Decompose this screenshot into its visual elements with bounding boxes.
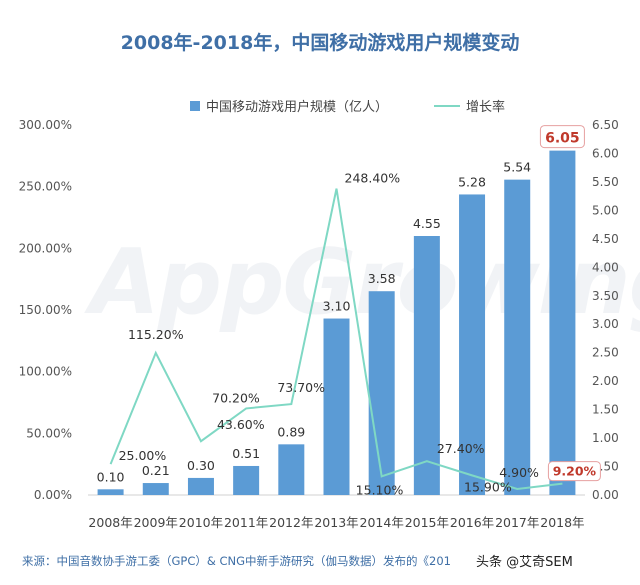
bar [233, 465, 260, 495]
bar-value-label: 3.10 [323, 299, 351, 314]
right-axis-tick: 2.50 [592, 346, 619, 360]
bar-label-highlight-box [539, 125, 585, 149]
source-note: 来源：中国音数协手游工委（GPC）& CNG中新手游研究（伽马数据）发布的《20… [22, 554, 451, 568]
bar-value-label: 6.05 [545, 131, 580, 147]
bar-value-label: 5.54 [503, 160, 531, 175]
rate-value-label: 248.40% [345, 171, 401, 186]
legend-line-label: 增长率 [466, 100, 506, 115]
x-axis-tick: 2018年 [540, 515, 584, 530]
x-axis-tick: 2015年 [405, 515, 449, 530]
bar [97, 489, 124, 495]
bar [187, 477, 214, 495]
rate-value-label: 70.20% [212, 390, 260, 405]
bar [368, 291, 395, 495]
left-axis-tick: 50.00% [26, 426, 72, 440]
right-axis-tick: 4.50 [592, 232, 619, 246]
right-axis-tick: 3.00 [592, 317, 619, 331]
right-axis-tick: 0.00 [592, 488, 619, 502]
left-axis-tick: 200.00% [19, 241, 72, 255]
bar [504, 179, 531, 495]
bar-value-label: 0.30 [187, 458, 215, 473]
legend-bar-label: 中国移动游戏用户规模（亿人） [206, 100, 389, 115]
right-axis-tick: 6.50 [592, 118, 619, 132]
bar-value-label: 0.21 [142, 463, 170, 478]
left-axis-tick: 150.00% [19, 303, 72, 317]
right-axis-tick: 3.50 [592, 289, 619, 303]
right-axis-tick: 4.00 [592, 260, 619, 274]
right-axis-tick: 5.50 [592, 175, 619, 189]
x-axis-tick: 2008年 [88, 515, 132, 530]
rate-value-label: 15.10% [356, 482, 404, 497]
right-axis-tick: 1.50 [592, 403, 619, 417]
chart-title: 2008年-2018年，中国移动游戏用户规模变动 [120, 32, 520, 54]
right-axis-tick: 2.00 [592, 374, 619, 388]
rate-label-highlight-box [547, 461, 601, 482]
x-axis-tick: 2011年 [224, 515, 268, 530]
x-axis-tick: 2010年 [179, 515, 223, 530]
x-axis-tick: 2009年 [134, 515, 178, 530]
right-axis-tick: 5.00 [592, 203, 619, 217]
rate-value-label: 25.00% [119, 448, 167, 463]
rate-value-label: 9.20% [553, 464, 597, 479]
bar [278, 444, 305, 495]
bar-value-label: 4.55 [413, 216, 441, 231]
logo-watermark: AppGrowing [90, 230, 640, 335]
bar [142, 483, 169, 495]
bar-value-label: 0.51 [232, 446, 260, 461]
left-axis-tick: 250.00% [19, 180, 72, 194]
left-axis-tick: 100.00% [19, 365, 72, 379]
left-axis-tick: 300.00% [19, 118, 72, 132]
rate-value-label: 15.90% [464, 479, 512, 494]
toutiao-watermark: 头条 @艾奇SEM [472, 550, 577, 571]
rate-value-label: 43.60% [217, 417, 265, 432]
right-axis-tick: 1.00 [592, 431, 619, 445]
left-axis-tick: 0.00% [34, 488, 72, 502]
rate-value-label: 115.20% [128, 327, 184, 342]
growth-rate-line [109, 188, 563, 490]
rate-value-label: 73.70% [277, 380, 325, 395]
bar-value-label: 5.28 [458, 174, 486, 189]
x-axis-tick: 2013年 [314, 515, 358, 530]
rate-value-label: 27.40% [437, 441, 485, 456]
x-axis-tick: 2012年 [269, 515, 313, 530]
legend-bar-swatch [190, 100, 200, 111]
x-axis-tick: 2017年 [495, 515, 539, 530]
bar-value-label: 0.10 [97, 469, 125, 484]
bar [413, 236, 440, 495]
bar-value-label: 0.89 [277, 424, 305, 439]
x-axis-tick: 2016年 [450, 515, 494, 530]
legend: 中国移动游戏用户规模（亿人） 增长率 [190, 96, 505, 115]
bar [459, 194, 486, 495]
legend-line-swatch [434, 104, 461, 107]
bar [549, 150, 576, 495]
bar [323, 318, 350, 495]
bar-value-label: 3.58 [368, 271, 396, 286]
rate-value-label: 4.90% [499, 465, 539, 480]
x-axis-tick: 2014年 [360, 515, 404, 530]
right-axis-tick: 6.00 [592, 146, 619, 160]
